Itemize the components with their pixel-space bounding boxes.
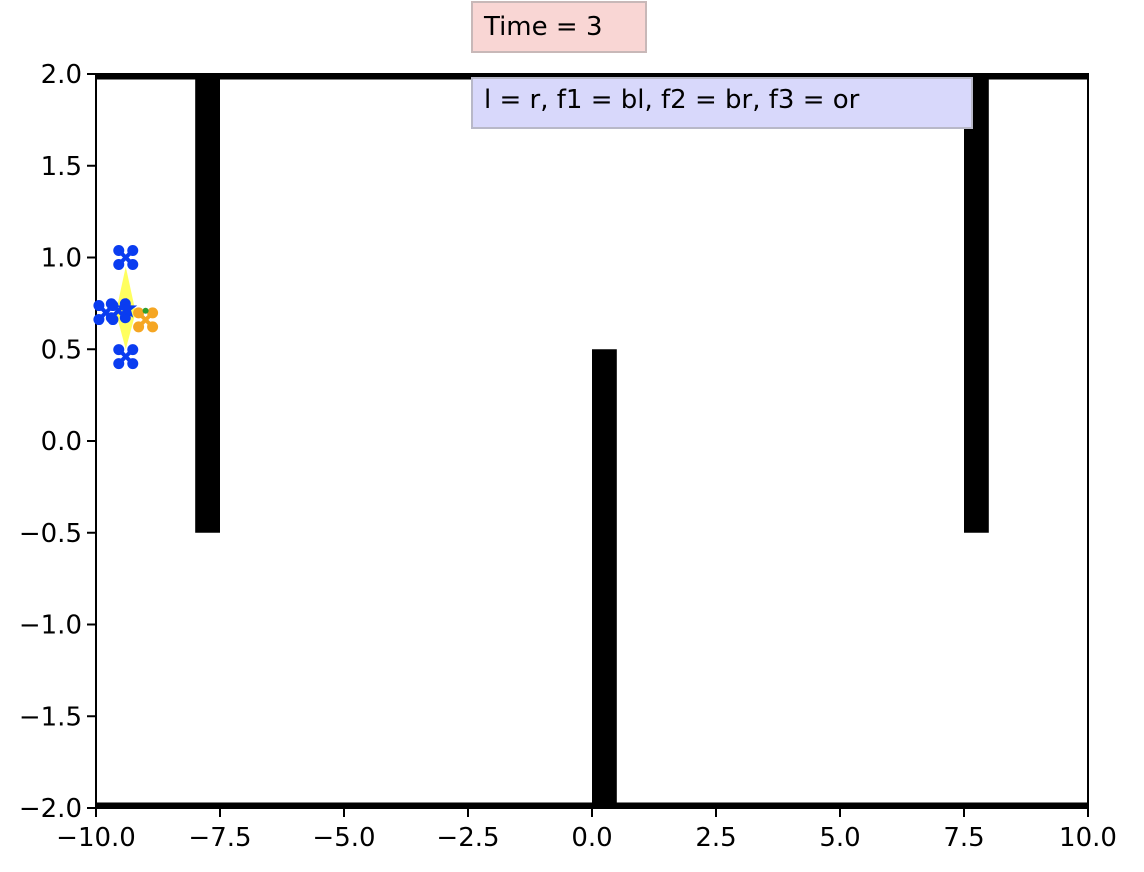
- x-tick-label: −5.0: [312, 823, 375, 853]
- y-tick-label: −2.0: [19, 794, 82, 824]
- drone-rotor: [147, 321, 159, 333]
- drone-rotor: [127, 259, 139, 270]
- wall-0: [195, 74, 220, 533]
- drone-rotor: [113, 245, 125, 256]
- wall-3: [96, 74, 1088, 80]
- drone-rotor: [127, 358, 139, 370]
- drone-rotor: [113, 344, 125, 356]
- x-tick-label: 2.5: [695, 823, 736, 853]
- drone-rotor: [127, 344, 139, 356]
- legend-label: l = r, f1 = bl, f2 = br, f3 = or: [484, 85, 860, 115]
- y-tick-label: 0.5: [41, 335, 82, 365]
- drone-f2: [113, 344, 139, 370]
- goal-marker: [142, 307, 149, 314]
- x-tick-label: 5.0: [819, 823, 860, 853]
- y-tick-label: −0.5: [19, 519, 82, 549]
- y-axis: 2.0 1.5 1.0 0.5 0.0 −0.5 −1.0 −1.5 −2.0: [19, 60, 96, 824]
- y-tick-label: −1.0: [19, 611, 82, 641]
- drone-or: [133, 307, 159, 333]
- wall-2: [964, 74, 989, 533]
- legend-box-bg: [471, 77, 973, 129]
- drone-rotor: [105, 298, 117, 310]
- drone-rotor: [133, 321, 145, 333]
- y-tick-label: 1.5: [41, 152, 82, 182]
- drone-f1: [113, 245, 139, 270]
- x-tick-label: 10.0: [1059, 823, 1117, 853]
- drone-rotor: [93, 314, 105, 326]
- plot-area: [93, 74, 1088, 808]
- wall-1: [592, 349, 617, 808]
- y-tick-label: 1.0: [41, 244, 82, 274]
- leader-star: [116, 297, 138, 318]
- time-box: Time = 3: [471, 1, 647, 53]
- drone-rotor: [113, 358, 125, 370]
- x-tick-label: 0.0: [571, 823, 612, 853]
- drone-rotor: [93, 300, 105, 312]
- drone-rotor: [147, 307, 159, 319]
- time-label: Time = 3: [483, 12, 603, 42]
- drone-rotor: [113, 259, 125, 270]
- x-tick-label: −2.5: [436, 823, 499, 853]
- x-tick-label: 7.5: [943, 823, 984, 853]
- wall-4: [96, 802, 1088, 808]
- x-axis: −10.0 −7.5 −5.0 −2.5 0.0 2.5 5.0 7.5 10.0: [56, 808, 1117, 853]
- x-tick-label: −7.5: [188, 823, 251, 853]
- drone-rotor: [105, 312, 117, 324]
- time-box-bg: [471, 1, 647, 53]
- y-tick-label: 0.0: [41, 427, 82, 457]
- drone-rotor: [133, 307, 145, 319]
- x-tick-label: −10.0: [56, 823, 136, 853]
- drone-rotor: [127, 245, 139, 256]
- y-tick-label: −1.5: [19, 702, 82, 732]
- y-tick-label: 2.0: [41, 60, 82, 90]
- legend-box: l = r, f1 = bl, f2 = br, f3 = or: [471, 77, 973, 129]
